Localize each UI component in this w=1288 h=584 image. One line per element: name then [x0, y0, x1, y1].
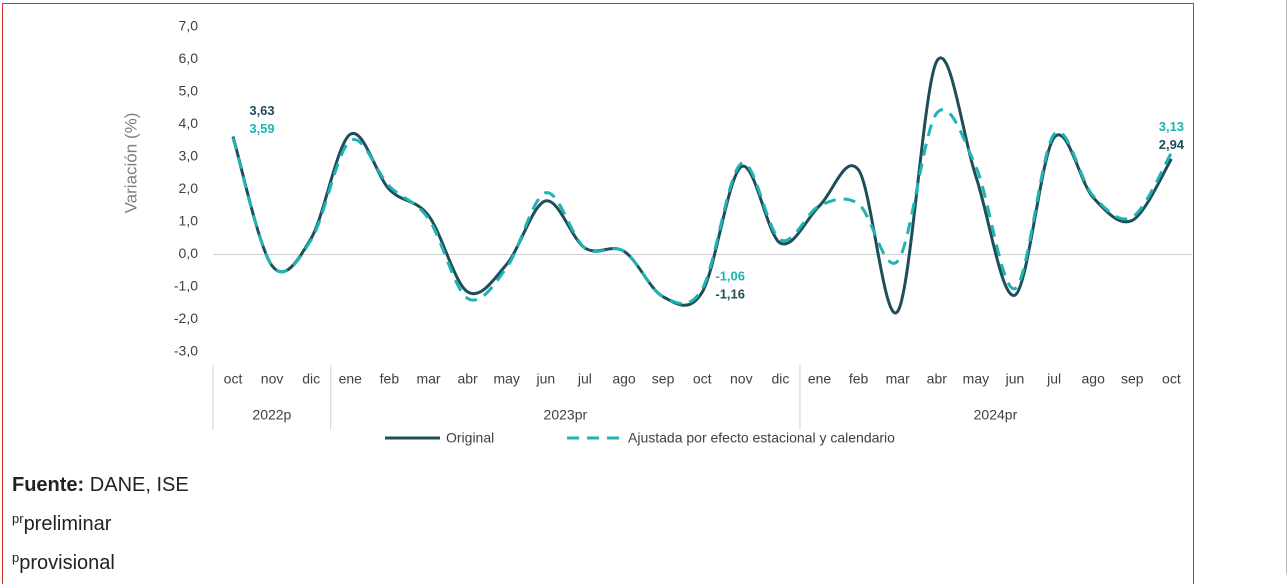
- y-tick-label: 7,0: [179, 18, 199, 34]
- x-tick-label: jul: [1046, 371, 1061, 387]
- data-label: -1,16: [715, 287, 745, 302]
- x-tick-label: oct: [693, 371, 712, 387]
- prelim-line: prpreliminar: [12, 502, 189, 541]
- x-tick-label: sep: [652, 371, 675, 387]
- group-label: 2024pr: [974, 407, 1018, 423]
- x-tick-label: mar: [886, 371, 910, 387]
- source-line: Fuente: DANE, ISE: [12, 468, 189, 502]
- series-line: [231, 56, 1173, 315]
- x-tick-label: oct: [224, 371, 243, 387]
- y-tick-label: 4,0: [179, 115, 199, 131]
- x-tick-label: mar: [416, 371, 440, 387]
- y-tick-label: -1,0: [174, 278, 198, 294]
- y-tick-label: 2,0: [179, 180, 199, 196]
- data-label: -1,06: [715, 269, 745, 284]
- source-label: Fuente:: [12, 474, 85, 496]
- y-tick-label: 1,0: [179, 213, 199, 229]
- prov-mark: p: [12, 550, 20, 565]
- x-tick-label: jul: [577, 371, 592, 387]
- y-tick-label: 0,0: [179, 245, 199, 261]
- data-label: 3,63: [249, 103, 274, 118]
- x-tick-label: ene: [808, 371, 832, 387]
- x-tick-label: sep: [1121, 371, 1144, 387]
- x-tick-label: jun: [1005, 371, 1025, 387]
- source: DANE, ISE: [89, 474, 189, 496]
- x-tick-label: nov: [730, 371, 753, 387]
- prelim-mark: pr: [12, 511, 24, 526]
- frame: [2, 3, 1194, 584]
- x-tick-label: abr: [927, 371, 948, 387]
- y-axis-label: Variación (%): [121, 113, 140, 214]
- y-tick-label: -3,0: [174, 343, 198, 359]
- x-tick-label: ene: [339, 371, 363, 387]
- x-tick-label: oct: [1162, 371, 1181, 387]
- x-tick-label: ago: [612, 371, 636, 387]
- prov: provisional: [19, 552, 115, 574]
- series-line: [231, 108, 1173, 306]
- x-tick-label: dic: [302, 371, 320, 387]
- x-tick-label: ago: [1082, 371, 1106, 387]
- y-tick-label: 6,0: [179, 50, 199, 66]
- y-tick-label: -2,0: [174, 310, 198, 326]
- legend-label: Ajustada por efecto estacional y calenda…: [628, 430, 895, 446]
- legend-label: Original: [446, 430, 494, 446]
- x-tick-label: may: [963, 371, 989, 387]
- y-tick-label: 5,0: [179, 83, 199, 99]
- group-label: 2023pr: [544, 407, 588, 423]
- prov-line: pprovisional: [12, 541, 189, 580]
- x-tick-label: nov: [261, 371, 284, 387]
- x-tick-label: may: [493, 371, 519, 387]
- data-label: 3,59: [249, 121, 274, 136]
- x-tick-label: dic: [771, 371, 789, 387]
- x-tick-label: jun: [535, 371, 555, 387]
- data-label: 3,13: [1159, 119, 1184, 134]
- data-label: 2,94: [1159, 137, 1185, 152]
- notes: Fuente: DANE, ISE prpreliminar pprovisio…: [12, 468, 189, 580]
- group-label: 2022p: [252, 407, 291, 423]
- y-tick-label: 3,0: [179, 148, 199, 164]
- outer-border: [1286, 0, 1287, 574]
- prelim: preliminar: [23, 513, 112, 535]
- x-tick-label: feb: [380, 371, 400, 387]
- x-tick-label: abr: [457, 371, 478, 387]
- x-tick-label: feb: [849, 371, 869, 387]
